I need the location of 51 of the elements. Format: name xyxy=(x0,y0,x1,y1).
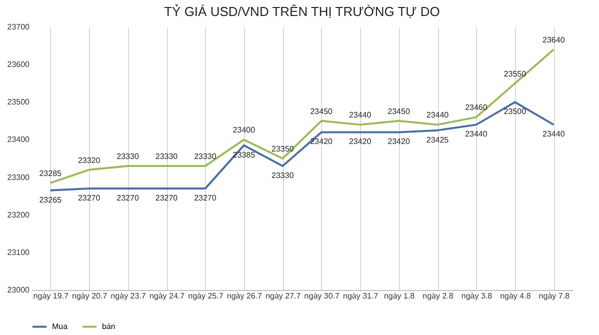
data-label: 23460 xyxy=(465,103,488,112)
data-label: 23440 xyxy=(542,130,566,139)
x-tick-label: ngày 23.7 xyxy=(110,292,146,300)
x-tick-label: ngày 31.7 xyxy=(343,292,379,300)
y-tick-label: 23400 xyxy=(7,135,30,144)
x-tick-label: ngày 3.8 xyxy=(461,292,493,300)
y-tick-label: 23300 xyxy=(7,172,30,182)
x-tick-label: ngày 30.7 xyxy=(304,292,340,300)
data-label: 23500 xyxy=(504,107,527,116)
x-tick-label: ngày 20.7 xyxy=(72,292,108,300)
data-label: 23400 xyxy=(232,126,256,135)
x-tick-label: ngày 7.8 xyxy=(538,292,570,300)
y-tick-label: 23100 xyxy=(7,248,30,257)
legend-label: bán xyxy=(102,322,116,331)
data-label: 23450 xyxy=(310,106,334,116)
data-label: 23270 xyxy=(194,194,217,203)
data-label: 23440 xyxy=(465,130,488,139)
x-tick-label: ngày 25.7 xyxy=(188,292,224,300)
data-label: 23425 xyxy=(426,135,450,144)
data-label: 23550 xyxy=(504,69,527,78)
y-tick-label: 23000 xyxy=(7,286,30,294)
data-label: 23440 xyxy=(348,110,372,120)
y-tick-label: 23700 xyxy=(7,22,30,32)
data-label: 23330 xyxy=(272,171,294,180)
data-label: 23450 xyxy=(388,106,410,116)
data-label: 23420 xyxy=(348,137,372,146)
y-tick-label: 23600 xyxy=(7,60,30,70)
y-tick-label: 23200 xyxy=(7,210,30,220)
data-label: 23330 xyxy=(116,152,140,162)
legend-label: Mua xyxy=(52,322,68,331)
data-label: 23320 xyxy=(78,156,101,165)
x-tick-label: ngày 4.8 xyxy=(500,292,532,300)
data-label: 23640 xyxy=(542,36,566,45)
x-tick-label: ngày 26.7 xyxy=(226,292,263,300)
data-label: 23270 xyxy=(78,194,101,203)
y-tick-label: 23500 xyxy=(7,98,30,107)
data-label: 23440 xyxy=(426,110,450,120)
x-tick-label: ngày 19.7 xyxy=(33,292,69,300)
data-label: 23420 xyxy=(388,137,410,146)
data-label: 23270 xyxy=(155,194,178,203)
x-tick-label: ngày 27.7 xyxy=(266,292,302,300)
data-label: 23330 xyxy=(155,152,178,162)
chart-title: TỶ GIÁ USD/VND TRÊN THỊ TRƯỜNG TỰ DO xyxy=(164,4,440,19)
x-tick-label: ngày 1.8 xyxy=(384,292,416,300)
data-label: 23420 xyxy=(310,137,334,146)
data-label: 23330 xyxy=(194,152,217,162)
x-tick-label: ngày 2.8 xyxy=(422,292,454,300)
data-label: 23285 xyxy=(39,168,62,178)
x-tick-label: ngày 24.7 xyxy=(149,292,186,300)
data-label: 23265 xyxy=(39,195,62,204)
data-label: 23270 xyxy=(116,194,140,203)
